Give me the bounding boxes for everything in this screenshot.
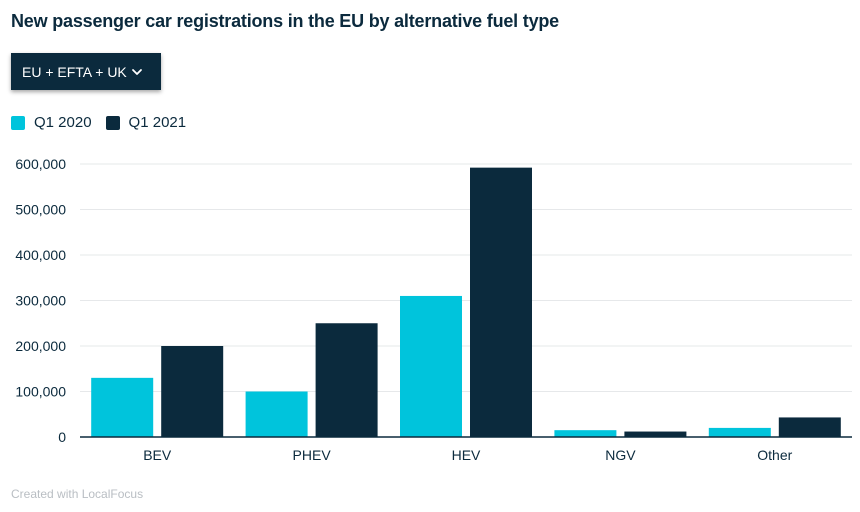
- legend-label-q1-2021: Q1 2021: [128, 114, 187, 131]
- y-tick-label: 600,000: [15, 156, 66, 172]
- region-dropdown[interactable]: EU + EFTA + UK: [11, 53, 161, 90]
- legend: Q1 2020 Q1 2021: [11, 114, 200, 131]
- y-tick-label: 0: [58, 429, 66, 445]
- bar-phev-q1-2021: [315, 323, 378, 437]
- bar-other-q1-2020: [708, 427, 771, 437]
- y-tick-label: 500,000: [15, 202, 66, 218]
- chart-title: New passenger car registrations in the E…: [11, 11, 559, 31]
- bar-ngv-q1-2020: [554, 430, 617, 437]
- legend-item-q1-2020[interactable]: Q1 2020: [11, 114, 92, 131]
- legend-label-q1-2020: Q1 2020: [34, 114, 92, 131]
- y-tick-label: 100,000: [15, 384, 66, 400]
- x-tick-label: HEV: [452, 447, 481, 463]
- y-tick-label: 300,000: [15, 293, 66, 309]
- bar-bev-q1-2021: [161, 346, 224, 437]
- x-tick-label: NGV: [605, 447, 636, 463]
- bar-other-q1-2021: [778, 417, 841, 437]
- legend-swatch-q1-2020: [11, 115, 25, 130]
- x-tick-label: BEV: [143, 447, 172, 463]
- bar-phev-q1-2020: [245, 391, 308, 437]
- legend-item-q1-2021[interactable]: Q1 2021: [105, 114, 187, 131]
- chevron-down-icon: [132, 68, 142, 75]
- bar-hev-q1-2020: [400, 295, 462, 437]
- credit-text: Created with LocalFocus: [11, 487, 144, 501]
- bar-ngv-q1-2021: [624, 431, 687, 437]
- x-tick-label: PHEV: [293, 447, 332, 463]
- legend-swatch-q1-2021: [105, 115, 120, 130]
- bar-hev-q1-2021: [470, 167, 532, 437]
- bar-bev-q1-2020: [91, 377, 154, 437]
- x-tick-label: Other: [757, 447, 792, 463]
- y-tick-label: 400,000: [15, 247, 66, 263]
- y-tick-label: 200,000: [15, 338, 66, 354]
- region-dropdown-label: EU + EFTA + UK: [22, 63, 127, 80]
